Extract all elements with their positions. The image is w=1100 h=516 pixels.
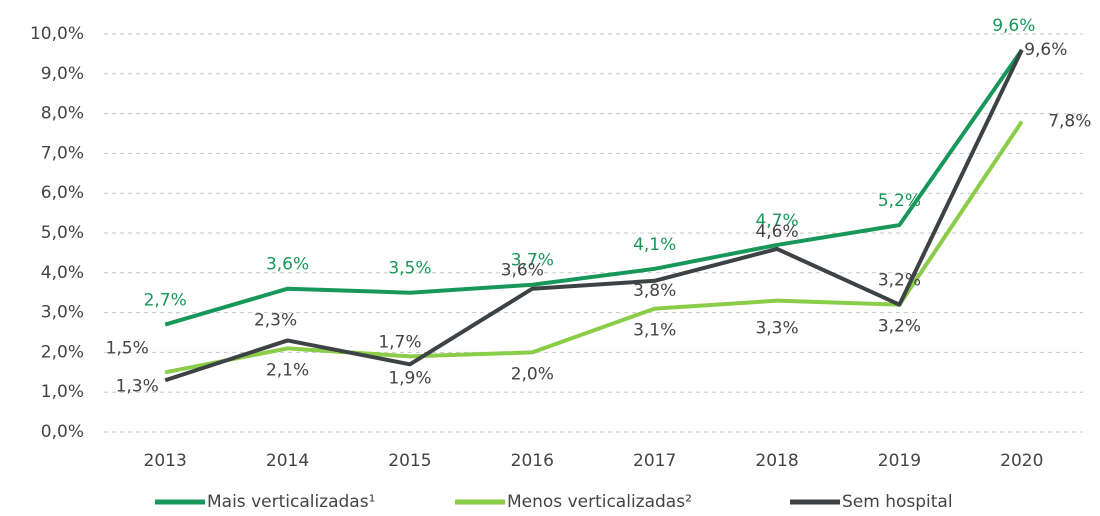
value-label: 2,3% [254,310,297,330]
value-label: 1,5% [106,338,149,358]
value-label: 2,0% [511,364,554,384]
legend-label: Menos verticalizadas² [507,492,692,512]
value-label: 9,6% [1024,40,1067,60]
series-line [164,49,1024,383]
value-label: 2,1% [266,360,309,380]
value-label: 7,8% [1048,112,1091,132]
x-tick-label: 2019 [878,451,921,471]
value-label: 4,1% [633,235,676,255]
value-label: 1,9% [388,368,431,388]
y-tick-label: 9,0% [41,64,84,84]
value-label: 4,6% [755,222,798,242]
x-tick-label: 2017 [633,451,676,471]
value-label: 3,3% [755,319,798,339]
y-tick-label: 10,0% [30,24,84,44]
x-tick-label: 2016 [511,451,554,471]
value-label: 2,7% [144,291,187,311]
x-tick-label: 2018 [755,451,798,471]
series-line [164,120,1024,375]
value-label: 9,6% [992,16,1035,36]
y-tick-label: 2,0% [41,342,84,362]
y-tick-label: 6,0% [41,183,84,203]
value-label: 1,3% [116,376,159,396]
y-tick-label: 3,0% [41,303,84,323]
y-tick-label: 1,0% [41,382,84,402]
value-label: 1,7% [378,332,421,352]
y-tick-label: 7,0% [41,143,84,163]
x-tick-label: 2014 [266,451,309,471]
value-label: 3,2% [878,271,921,291]
value-label: 5,2% [878,191,921,211]
value-label: 3,8% [633,281,676,301]
value-label: 3,1% [633,321,676,341]
value-label: 3,5% [388,259,431,279]
y-tick-label: 0,0% [41,422,84,442]
y-tick-label: 5,0% [41,223,84,243]
legend-label: Sem hospital [842,492,953,512]
value-label: 3,7% [511,251,554,271]
value-label: 3,6% [501,261,544,281]
x-tick-label: 2013 [144,451,187,471]
series-line [164,48,1024,327]
x-tick-label: 2020 [1000,451,1043,471]
value-label: 3,6% [266,255,309,275]
y-tick-label: 8,0% [41,104,84,124]
value-label: 4,7% [755,211,798,231]
value-label: 3,2% [878,317,921,337]
y-tick-label: 4,0% [41,263,84,283]
legend-label: Mais verticalizadas¹ [207,492,375,512]
x-tick-label: 2015 [388,451,431,471]
